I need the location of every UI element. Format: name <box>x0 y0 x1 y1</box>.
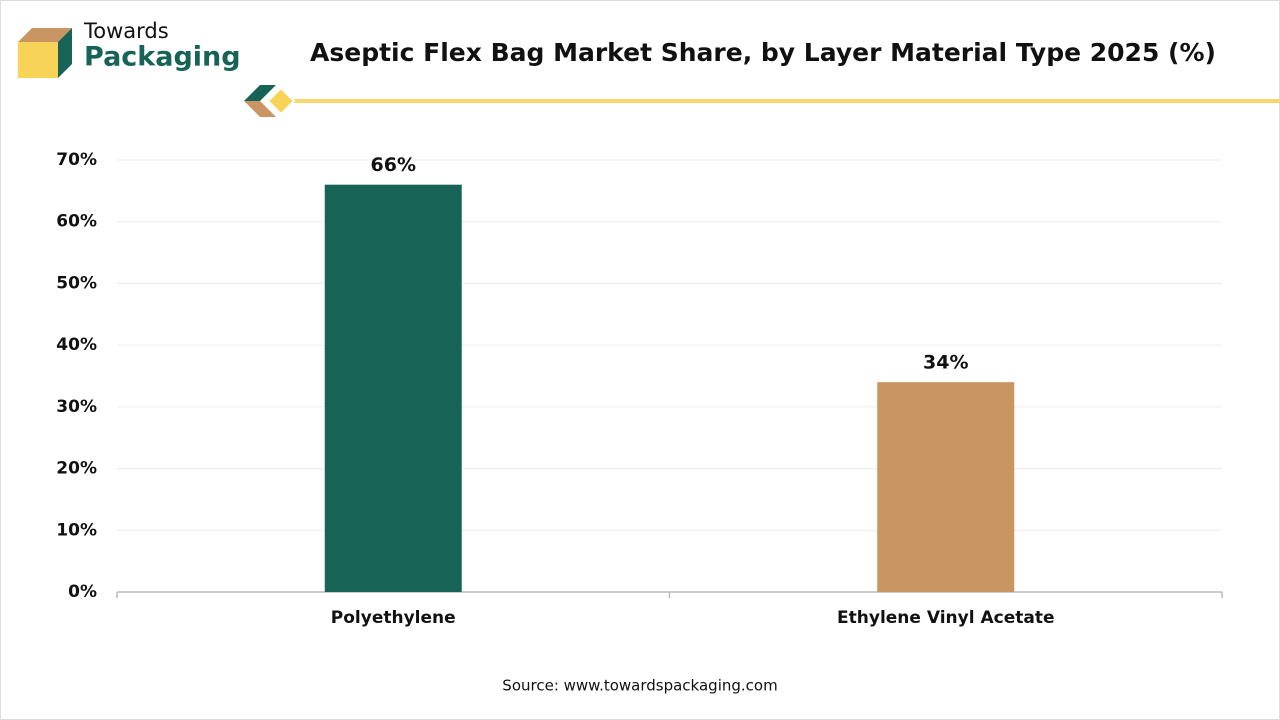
y-tick-label: 20% <box>56 459 97 479</box>
data-label: 34% <box>923 352 968 374</box>
chart-title: Aseptic Flex Bag Market Share, by Layer … <box>310 38 1216 67</box>
divider <box>244 85 1280 117</box>
y-tick-label: 10% <box>56 520 97 540</box>
y-tick-label: 30% <box>56 397 97 417</box>
bar <box>324 184 462 592</box>
source: Source: www.towardspackaging.com <box>502 677 777 695</box>
y-tick-label: 0% <box>68 582 97 602</box>
x-tick-label: Polyethylene <box>331 608 456 628</box>
x-tick-label: Ethylene Vinyl Acetate <box>837 608 1054 628</box>
y-tick-label: 70% <box>56 150 97 170</box>
bar <box>877 382 1015 592</box>
y-tick-label: 50% <box>56 273 97 293</box>
y-tick-label: 40% <box>56 335 97 355</box>
data-label: 66% <box>371 154 416 176</box>
y-tick-label: 60% <box>56 212 97 232</box>
logo-line2: Packaging <box>84 42 241 73</box>
logo-line1: Towards <box>83 19 169 43</box>
logo: Towards Packaging <box>18 19 241 78</box>
